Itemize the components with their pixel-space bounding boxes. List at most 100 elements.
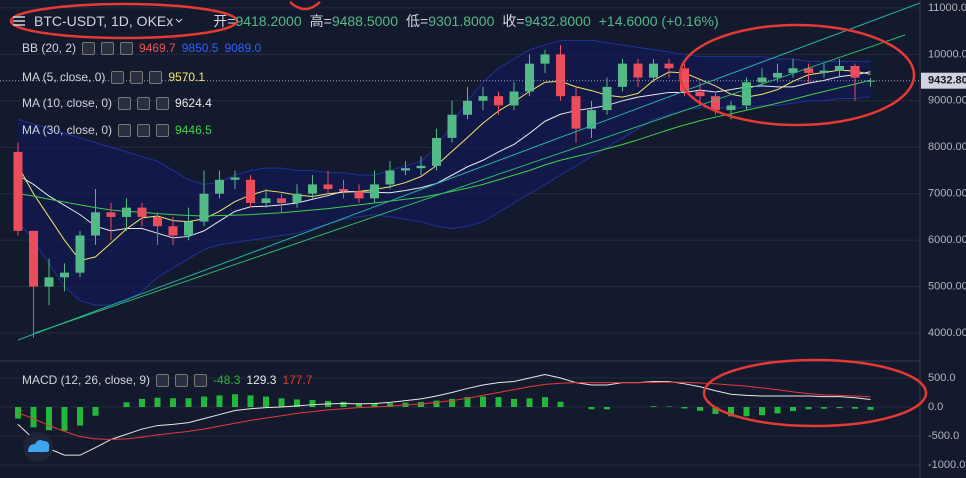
macd-bar <box>371 403 378 408</box>
icon[interactable] <box>130 70 144 84</box>
last-price-label: 9432.80 <box>928 75 966 87</box>
candle-body <box>44 277 54 287</box>
ohlc-item: 低=9301.8000 <box>406 11 494 31</box>
y-tick-label: -1000.0 <box>928 459 965 471</box>
candle-body <box>416 165 426 169</box>
macd-bar <box>867 407 874 410</box>
macd-bar <box>154 397 161 408</box>
macd-bar <box>697 407 703 411</box>
macd-bar <box>216 395 223 408</box>
macd-line <box>17 381 871 440</box>
candle-body <box>587 110 596 129</box>
icon[interactable] <box>118 96 132 110</box>
macd-bar <box>433 400 440 408</box>
icon[interactable] <box>120 41 134 55</box>
legend-value: 129.3 <box>246 373 277 387</box>
candle-body <box>137 207 147 217</box>
candle-body <box>773 72 782 78</box>
ohlc-label: 收= <box>502 13 525 29</box>
ohlc-label: 开= <box>213 13 236 29</box>
macd-bar <box>511 398 517 408</box>
icon[interactable] <box>118 123 132 137</box>
icon[interactable] <box>156 373 170 387</box>
macd-line <box>17 374 871 456</box>
candle-body <box>819 70 829 73</box>
icon[interactable] <box>137 96 151 110</box>
candle-body <box>308 184 317 194</box>
ohlc-value: 9488.5000 <box>331 13 398 29</box>
candle-body <box>509 91 519 106</box>
menu-icon[interactable] <box>12 15 26 27</box>
icon[interactable] <box>101 41 115 55</box>
change: +14.6000 (+0.16%) <box>598 13 719 29</box>
candle-body <box>835 65 844 71</box>
macd-bar <box>666 406 672 408</box>
macd-bar <box>232 394 238 408</box>
highlight-ellipse <box>9 2 239 40</box>
annotations <box>0 0 928 478</box>
macd-bar <box>743 407 750 417</box>
macd-bar <box>294 399 300 408</box>
ohlc-label: 低= <box>406 13 429 29</box>
macd-bar <box>681 407 688 409</box>
icon[interactable] <box>175 373 189 387</box>
symbol[interactable]: BTC-USDT, 1D, OKEx <box>34 13 174 29</box>
candle-body <box>153 216 162 227</box>
candle-body <box>323 184 333 190</box>
y-tick-label: 500.0 <box>928 372 956 384</box>
candle-body <box>385 170 395 185</box>
ma-line <box>17 69 871 262</box>
y-tick-label: 6000.00 <box>928 234 966 246</box>
icon[interactable] <box>156 96 170 110</box>
macd-bar <box>449 398 455 408</box>
candle-body <box>571 96 581 129</box>
macd-bar <box>170 398 176 408</box>
legend-name: MACD (12, 26, close, 9) <box>22 373 151 387</box>
y-tick-label: 11000.00 <box>928 2 966 14</box>
highlight-ellipse <box>678 23 916 127</box>
ohlc-value: 9301.8000 <box>428 13 495 29</box>
candle-body <box>370 184 379 199</box>
macd-bar <box>247 395 254 408</box>
icon[interactable] <box>156 123 170 137</box>
candle-body <box>292 193 302 203</box>
macd-bar <box>139 398 145 408</box>
candle-body <box>354 191 364 199</box>
candle-body <box>742 82 751 106</box>
ohlc-item: 高=9488.5000 <box>310 11 398 31</box>
highlight-arc <box>289 1 321 11</box>
icon[interactable] <box>137 123 151 137</box>
y-tick-label: 0.0 <box>928 401 943 413</box>
candle-body <box>246 179 255 203</box>
chevron <box>175 18 183 23</box>
macd-bar <box>387 403 393 408</box>
legend-value: 9469.7 <box>139 41 176 55</box>
candle-body <box>199 193 209 222</box>
candle-body <box>726 105 736 111</box>
candle-body <box>122 207 131 217</box>
legend-name: MA (30, close, 0) <box>22 123 113 137</box>
trend-line <box>17 2 921 341</box>
icon[interactable] <box>82 41 96 55</box>
macd-bar <box>15 407 21 419</box>
candle-body <box>339 189 348 192</box>
candle-body <box>215 179 224 194</box>
candle-body <box>680 68 689 92</box>
candle-body <box>695 91 705 97</box>
highlight-ellipse <box>702 358 928 428</box>
candle-body <box>29 230 38 287</box>
macd-bar <box>836 407 843 409</box>
icon[interactable] <box>111 70 125 84</box>
candle-body <box>401 168 410 171</box>
candle-body <box>664 63 674 69</box>
header: BTC-USDT, 1D, OKEx 开=9418.2000 高=9488.50… <box>12 11 719 31</box>
macd-bar <box>92 407 99 416</box>
last-price-tag <box>921 72 966 89</box>
icon[interactable] <box>149 70 163 84</box>
legend-row: BB (20, 2) 9469.7 9850.5 9089.0 <box>22 41 261 55</box>
y-tick-label: 8000.00 <box>928 141 966 153</box>
macd-bar <box>542 397 548 408</box>
icon[interactable] <box>194 373 208 387</box>
candle-body <box>540 54 550 64</box>
